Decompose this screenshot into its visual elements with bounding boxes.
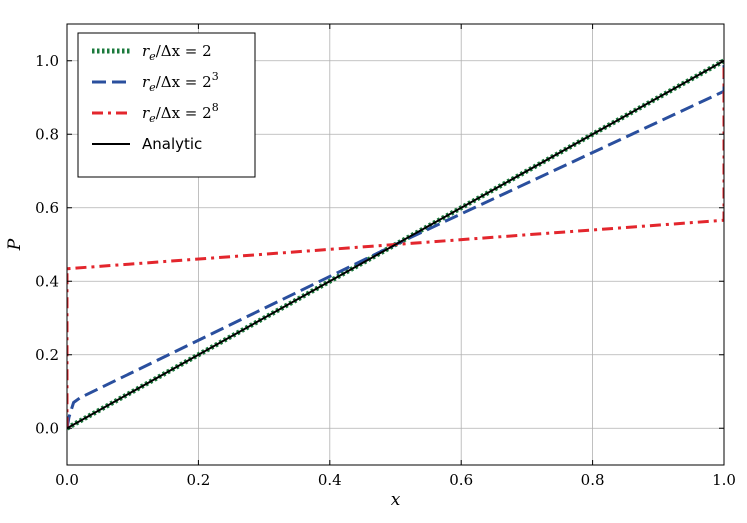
legend-label-0: re/Δx = 2 (142, 42, 212, 63)
legend-label-1: re/Δx = 23 (142, 70, 219, 94)
y-tick-label: 0.2 (35, 346, 59, 364)
legend-label-3: Analytic (142, 135, 202, 153)
y-tick-label: 0.8 (35, 125, 59, 143)
y-tick-label: 1.0 (35, 52, 59, 70)
series-line-3 (67, 59, 724, 430)
legend-box (77, 32, 256, 178)
series-line-1 (67, 60, 724, 429)
y-tick-label: 0.0 (35, 419, 59, 437)
x-tick-label: 0.8 (581, 471, 605, 489)
x-tick-label: 0.4 (318, 471, 342, 489)
x-tick-label: 0.0 (55, 471, 79, 489)
y-tick-label: 0.6 (35, 199, 59, 217)
x-tick-label: 1.0 (712, 471, 736, 489)
x-tick-label: 0.2 (186, 471, 210, 489)
series-group (67, 58, 724, 431)
x-axis-label: x (391, 490, 401, 510)
y-axis-label: P (5, 238, 25, 251)
axes-frame (66, 23, 725, 466)
legend-label-2: re/Δx = 28 (142, 101, 219, 125)
x-tick-label: 0.6 (449, 471, 473, 489)
y-tick-label: 0.4 (35, 272, 59, 290)
